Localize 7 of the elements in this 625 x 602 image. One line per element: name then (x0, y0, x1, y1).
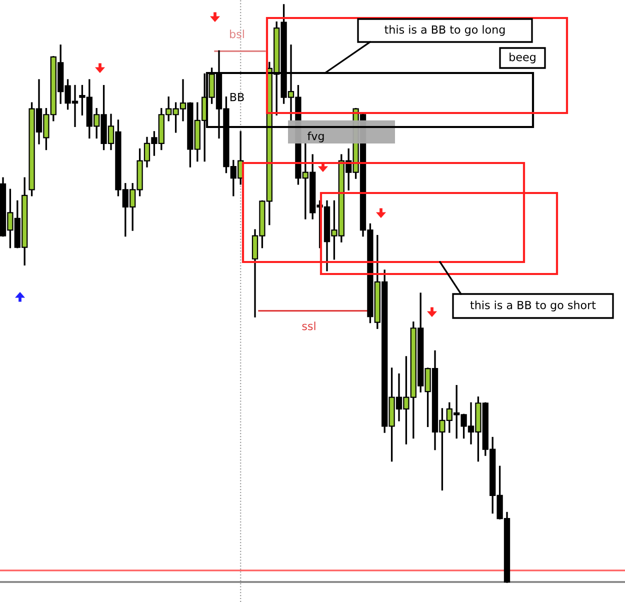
ref-line-label: ssl (302, 322, 316, 330)
ref-line-label: bsl (230, 30, 244, 38)
band-label: fvg (307, 132, 324, 142)
annotation: this is a BB to go long (384, 25, 505, 36)
annotation: BB (230, 92, 244, 102)
annotation: this is a BB to go short (470, 300, 596, 312)
annotation: beeg (510, 52, 536, 64)
